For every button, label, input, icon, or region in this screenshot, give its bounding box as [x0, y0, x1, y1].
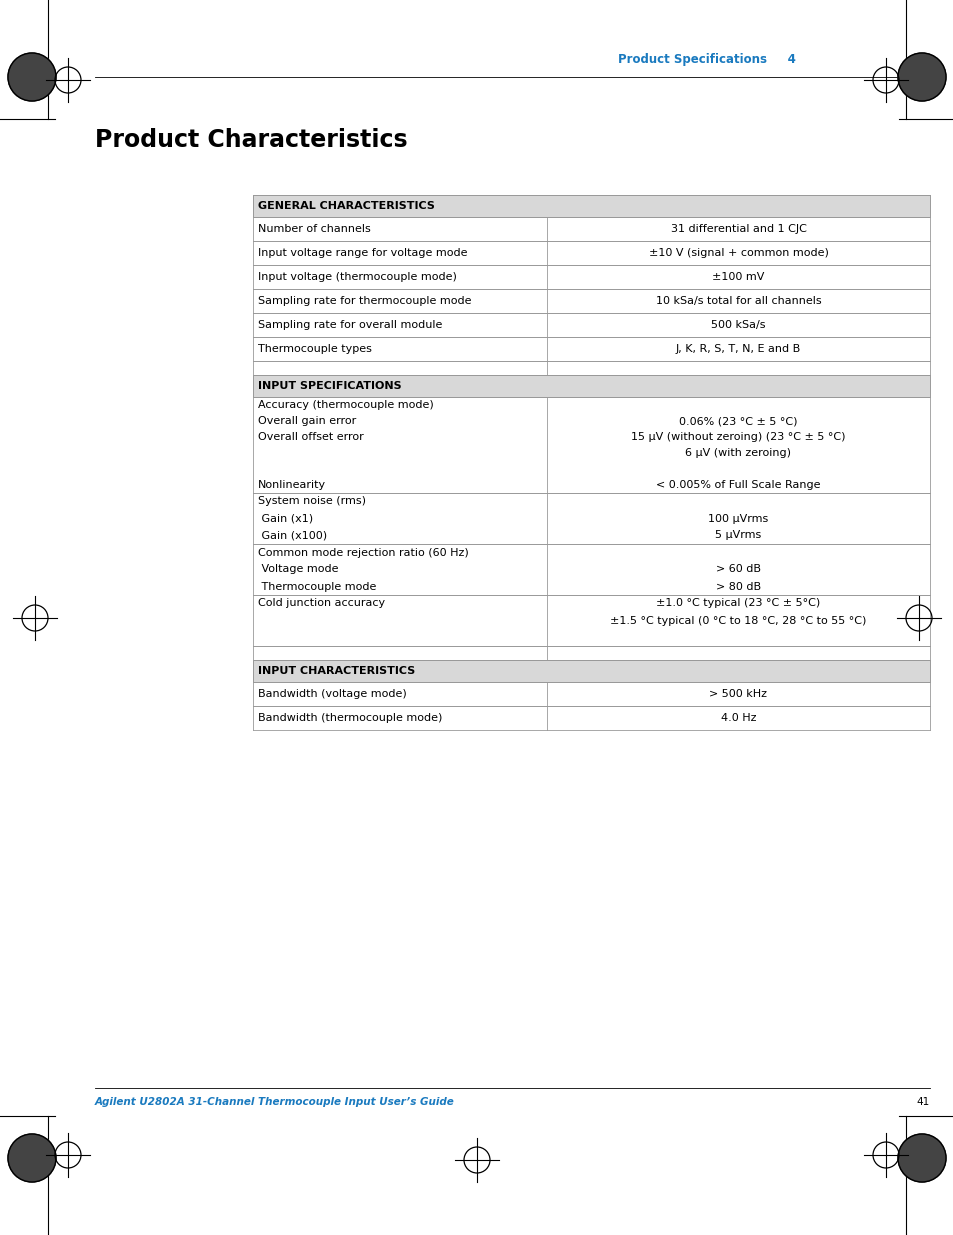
- Text: 10 kSa/s total for all channels: 10 kSa/s total for all channels: [655, 296, 821, 306]
- Text: < 0.005% of Full Scale Range: < 0.005% of Full Scale Range: [656, 480, 820, 490]
- Bar: [253, 241, 929, 266]
- Text: Voltage mode: Voltage mode: [257, 564, 338, 574]
- Text: 500 kSa/s: 500 kSa/s: [711, 320, 765, 330]
- Text: Input voltage range for voltage mode: Input voltage range for voltage mode: [257, 248, 467, 258]
- Text: ±10 V (signal + common mode): ±10 V (signal + common mode): [648, 248, 827, 258]
- Circle shape: [8, 53, 56, 101]
- Text: 5 μVrms: 5 μVrms: [715, 531, 760, 541]
- Text: Product Specifications     4: Product Specifications 4: [618, 53, 795, 67]
- Bar: [253, 682, 929, 706]
- Text: Cold junction accuracy: Cold junction accuracy: [257, 599, 385, 609]
- Circle shape: [897, 1134, 945, 1182]
- Text: ±1.5 °C typical (0 °C to 18 °C, 28 °C to 55 °C): ±1.5 °C typical (0 °C to 18 °C, 28 °C to…: [610, 615, 865, 625]
- Text: 4.0 Hz: 4.0 Hz: [720, 713, 756, 722]
- Text: Product Characteristics: Product Characteristics: [95, 128, 407, 152]
- Bar: [253, 337, 929, 361]
- Bar: [253, 543, 929, 595]
- Text: Input voltage (thermocouple mode): Input voltage (thermocouple mode): [257, 272, 456, 282]
- Text: 0.06% (23 °C ± 5 °C): 0.06% (23 °C ± 5 °C): [679, 416, 797, 426]
- Text: Thermocouple types: Thermocouple types: [257, 345, 372, 354]
- Text: 15 μV (without zeroing) (23 °C ± 5 °C): 15 μV (without zeroing) (23 °C ± 5 °C): [631, 432, 845, 442]
- Bar: [253, 266, 929, 289]
- Text: > 500 kHz: > 500 kHz: [709, 689, 767, 699]
- Text: Gain (x1): Gain (x1): [257, 514, 313, 524]
- Text: Bandwidth (voltage mode): Bandwidth (voltage mode): [257, 689, 406, 699]
- Bar: [253, 361, 929, 375]
- Text: > 60 dB: > 60 dB: [716, 564, 760, 574]
- Circle shape: [897, 53, 945, 101]
- Text: ±1.0 °C typical (23 °C ± 5°C): ±1.0 °C typical (23 °C ± 5°C): [656, 599, 820, 609]
- Text: Sampling rate for overall module: Sampling rate for overall module: [257, 320, 442, 330]
- Text: Gain (x100): Gain (x100): [257, 531, 327, 541]
- Bar: [253, 217, 929, 241]
- Text: > 80 dB: > 80 dB: [715, 582, 760, 592]
- Text: Sampling rate for thermocouple mode: Sampling rate for thermocouple mode: [257, 296, 471, 306]
- Text: INPUT CHARACTERISTICS: INPUT CHARACTERISTICS: [257, 666, 415, 676]
- Text: INPUT SPECIFICATIONS: INPUT SPECIFICATIONS: [257, 382, 401, 391]
- Bar: [253, 375, 929, 396]
- Text: 100 μVrms: 100 μVrms: [708, 514, 768, 524]
- Text: System noise (rms): System noise (rms): [257, 496, 366, 506]
- Text: GENERAL CHARACTERISTICS: GENERAL CHARACTERISTICS: [257, 201, 435, 211]
- Text: Overall gain error: Overall gain error: [257, 416, 355, 426]
- Text: Common mode rejection ratio (60 Hz): Common mode rejection ratio (60 Hz): [257, 547, 468, 557]
- Bar: [253, 646, 929, 659]
- Bar: [253, 289, 929, 312]
- Text: 41: 41: [916, 1097, 929, 1107]
- Text: Agilent U2802A 31-Channel Thermocouple Input User’s Guide: Agilent U2802A 31-Channel Thermocouple I…: [95, 1097, 455, 1107]
- Text: Number of channels: Number of channels: [257, 224, 371, 233]
- Bar: [253, 595, 929, 646]
- Bar: [253, 493, 929, 543]
- Text: 31 differential and 1 CJC: 31 differential and 1 CJC: [670, 224, 805, 233]
- Text: Accuracy (thermocouple mode): Accuracy (thermocouple mode): [257, 400, 434, 410]
- Circle shape: [8, 1134, 56, 1182]
- Text: Overall offset error: Overall offset error: [257, 432, 363, 442]
- Text: J, K, R, S, T, N, E and B: J, K, R, S, T, N, E and B: [675, 345, 801, 354]
- Bar: [253, 396, 929, 493]
- Text: Nonlinearity: Nonlinearity: [257, 480, 326, 490]
- Bar: [253, 312, 929, 337]
- Bar: [253, 659, 929, 682]
- Bar: [253, 706, 929, 730]
- Bar: [253, 195, 929, 217]
- Text: 6 μV (with zeroing): 6 μV (with zeroing): [685, 448, 791, 458]
- Text: Bandwidth (thermocouple mode): Bandwidth (thermocouple mode): [257, 713, 442, 722]
- Text: ±100 mV: ±100 mV: [712, 272, 764, 282]
- Text: Thermocouple mode: Thermocouple mode: [257, 582, 376, 592]
